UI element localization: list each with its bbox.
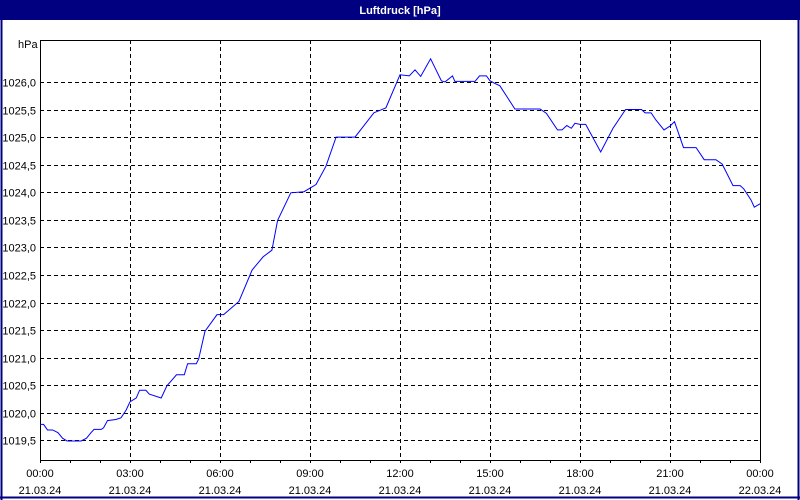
svg-text:1022,5: 1022,5 <box>2 271 36 283</box>
svg-text:1021,5: 1021,5 <box>2 326 36 338</box>
svg-text:hPa: hPa <box>18 39 38 51</box>
svg-text:21.03.24: 21.03.24 <box>289 485 332 497</box>
svg-text:18:00: 18:00 <box>566 468 594 480</box>
svg-text:21.03.24: 21.03.24 <box>469 485 512 497</box>
svg-text:1019,5: 1019,5 <box>2 436 36 448</box>
svg-text:Luftdruck [hPa]: Luftdruck [hPa] <box>359 5 441 17</box>
svg-text:15:00: 15:00 <box>476 468 504 480</box>
svg-text:1026,0: 1026,0 <box>2 78 36 90</box>
svg-text:1025,0: 1025,0 <box>2 133 36 145</box>
svg-text:22.03.24: 22.03.24 <box>739 485 782 497</box>
svg-text:1020,0: 1020,0 <box>2 409 36 421</box>
svg-text:1024,0: 1024,0 <box>2 188 36 200</box>
svg-text:03:00: 03:00 <box>116 468 144 480</box>
svg-text:1024,5: 1024,5 <box>2 161 36 173</box>
svg-text:1025,5: 1025,5 <box>2 106 36 118</box>
svg-text:21.03.24: 21.03.24 <box>379 485 422 497</box>
svg-text:00:00: 00:00 <box>746 468 774 480</box>
svg-text:21.03.24: 21.03.24 <box>199 485 242 497</box>
svg-text:21:00: 21:00 <box>656 468 684 480</box>
svg-text:1023,5: 1023,5 <box>2 216 36 228</box>
svg-text:09:00: 09:00 <box>296 468 324 480</box>
svg-text:21.03.24: 21.03.24 <box>559 485 602 497</box>
svg-text:00:00: 00:00 <box>26 468 54 480</box>
svg-text:1020,5: 1020,5 <box>2 381 36 393</box>
svg-text:1023,0: 1023,0 <box>2 243 36 255</box>
svg-text:1022,0: 1022,0 <box>2 299 36 311</box>
svg-text:12:00: 12:00 <box>386 468 414 480</box>
svg-text:1021,0: 1021,0 <box>2 354 36 366</box>
svg-text:21.03.24: 21.03.24 <box>19 485 62 497</box>
svg-text:06:00: 06:00 <box>206 468 234 480</box>
svg-text:21.03.24: 21.03.24 <box>649 485 692 497</box>
svg-text:21.03.24: 21.03.24 <box>109 485 152 497</box>
